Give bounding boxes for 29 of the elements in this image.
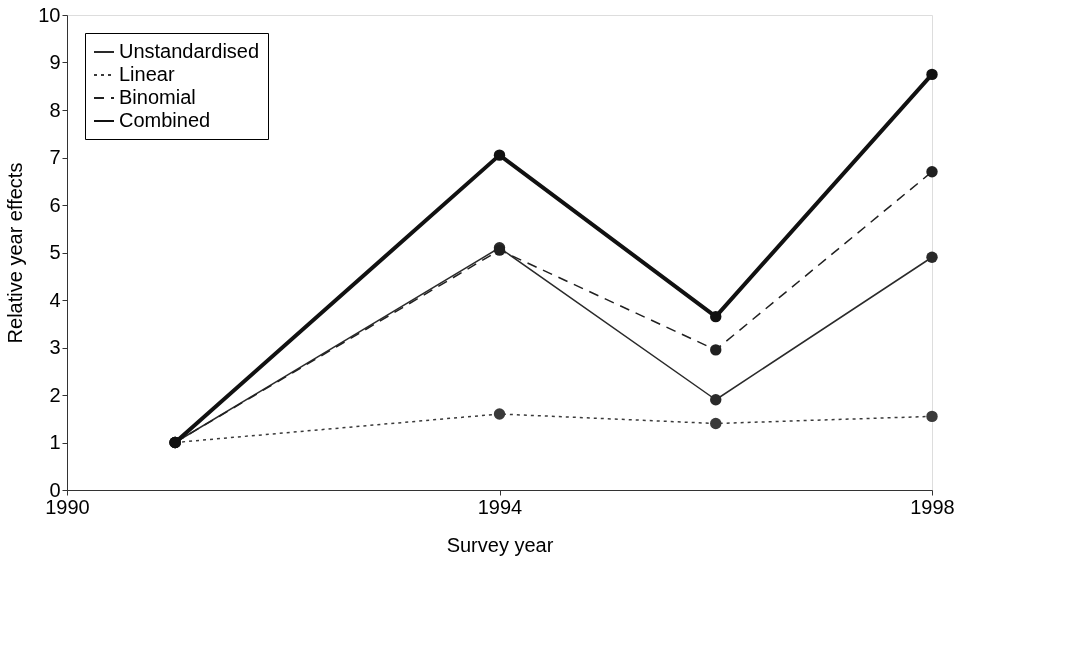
legend-label: Binomial	[119, 86, 196, 108]
x-tick-label: 1998	[910, 495, 955, 518]
point	[710, 417, 722, 430]
point	[493, 408, 506, 420]
legend-label: Combined	[119, 109, 211, 131]
y-tick-label: 2	[49, 383, 61, 406]
point	[710, 394, 722, 406]
y-tick-label: 3	[49, 336, 61, 358]
y-axis-title: Relative year effects	[4, 162, 27, 344]
y-tick-label: 0	[49, 478, 61, 501]
point	[926, 410, 938, 423]
y-tick-label: 4	[49, 288, 61, 311]
point	[710, 344, 722, 356]
y-tick-label: 1	[49, 431, 61, 453]
point	[926, 166, 938, 178]
y-tick-label: 8	[49, 98, 61, 121]
legend-label: Linear	[119, 63, 175, 85]
legend-label: Unstandardised	[119, 40, 260, 62]
y-tick-label: 7	[49, 146, 61, 168]
point	[926, 68, 938, 81]
x-axis-title: Survey year	[446, 533, 554, 556]
point	[926, 251, 938, 263]
point	[493, 149, 506, 161]
point	[710, 310, 722, 323]
y-tick-label: 9	[49, 51, 61, 73]
x-tick-label: 1994	[477, 495, 523, 518]
y-tick-label: 6	[49, 193, 61, 216]
y-tick-label: 5	[49, 241, 61, 263]
y-tick-label: 10	[38, 3, 61, 26]
